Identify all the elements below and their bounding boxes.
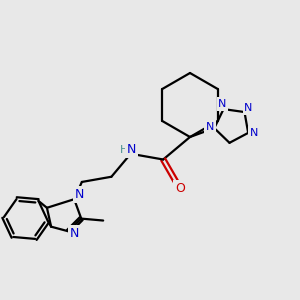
- Text: N: N: [218, 99, 227, 109]
- Text: H: H: [119, 145, 128, 155]
- Text: N: N: [250, 128, 258, 138]
- Text: N: N: [74, 188, 84, 201]
- Text: O: O: [175, 182, 185, 195]
- Text: N: N: [244, 103, 253, 113]
- Text: N: N: [127, 143, 136, 156]
- Text: N: N: [70, 227, 79, 240]
- Text: N: N: [206, 122, 214, 132]
